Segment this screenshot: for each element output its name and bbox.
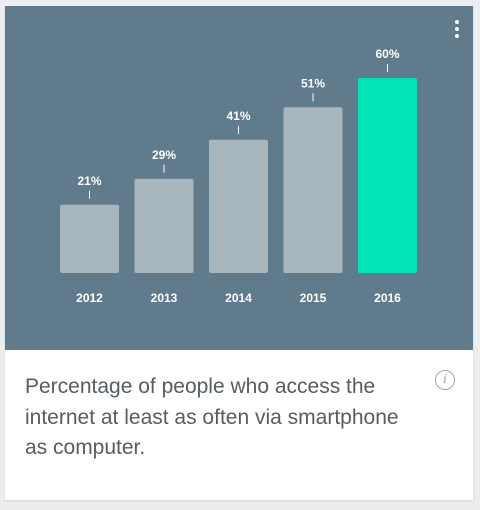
chart-card: 21% 2012 29% 2013 41% 2014 51% 2015 60% 2016 Perc… [5, 6, 473, 500]
chart-caption: Percentage of people who access the inte… [25, 375, 399, 459]
caption-area: Percentage of people who access the inte… [5, 350, 473, 500]
more-vert-icon[interactable] [451, 18, 463, 40]
value-label-2014: 41% [226, 109, 250, 123]
value-label-2015: 51% [301, 76, 325, 90]
bar-2013 [134, 178, 194, 273]
value-label-2012: 21% [77, 174, 101, 188]
category-label-2014: 2014 [225, 291, 252, 305]
value-label-2016: 60% [375, 47, 399, 61]
category-label-2016: 2016 [374, 291, 401, 305]
bar-chart: 21% 2012 29% 2013 41% 2014 51% 2015 60% 2016 [60, 47, 417, 305]
chart-area: 21% 2012 29% 2013 41% 2014 51% 2015 60% 2016 [5, 6, 473, 350]
info-icon[interactable]: i [435, 370, 455, 390]
bar-2014 [209, 139, 268, 273]
value-label-2013: 29% [152, 148, 176, 162]
category-label-2015: 2015 [300, 291, 327, 305]
bar-2016 [358, 78, 417, 273]
info-glyph: i [443, 372, 447, 386]
bar-2012 [60, 204, 119, 273]
category-label-2013: 2013 [151, 291, 178, 305]
bar-2015 [283, 107, 343, 273]
category-label-2012: 2012 [76, 291, 103, 305]
